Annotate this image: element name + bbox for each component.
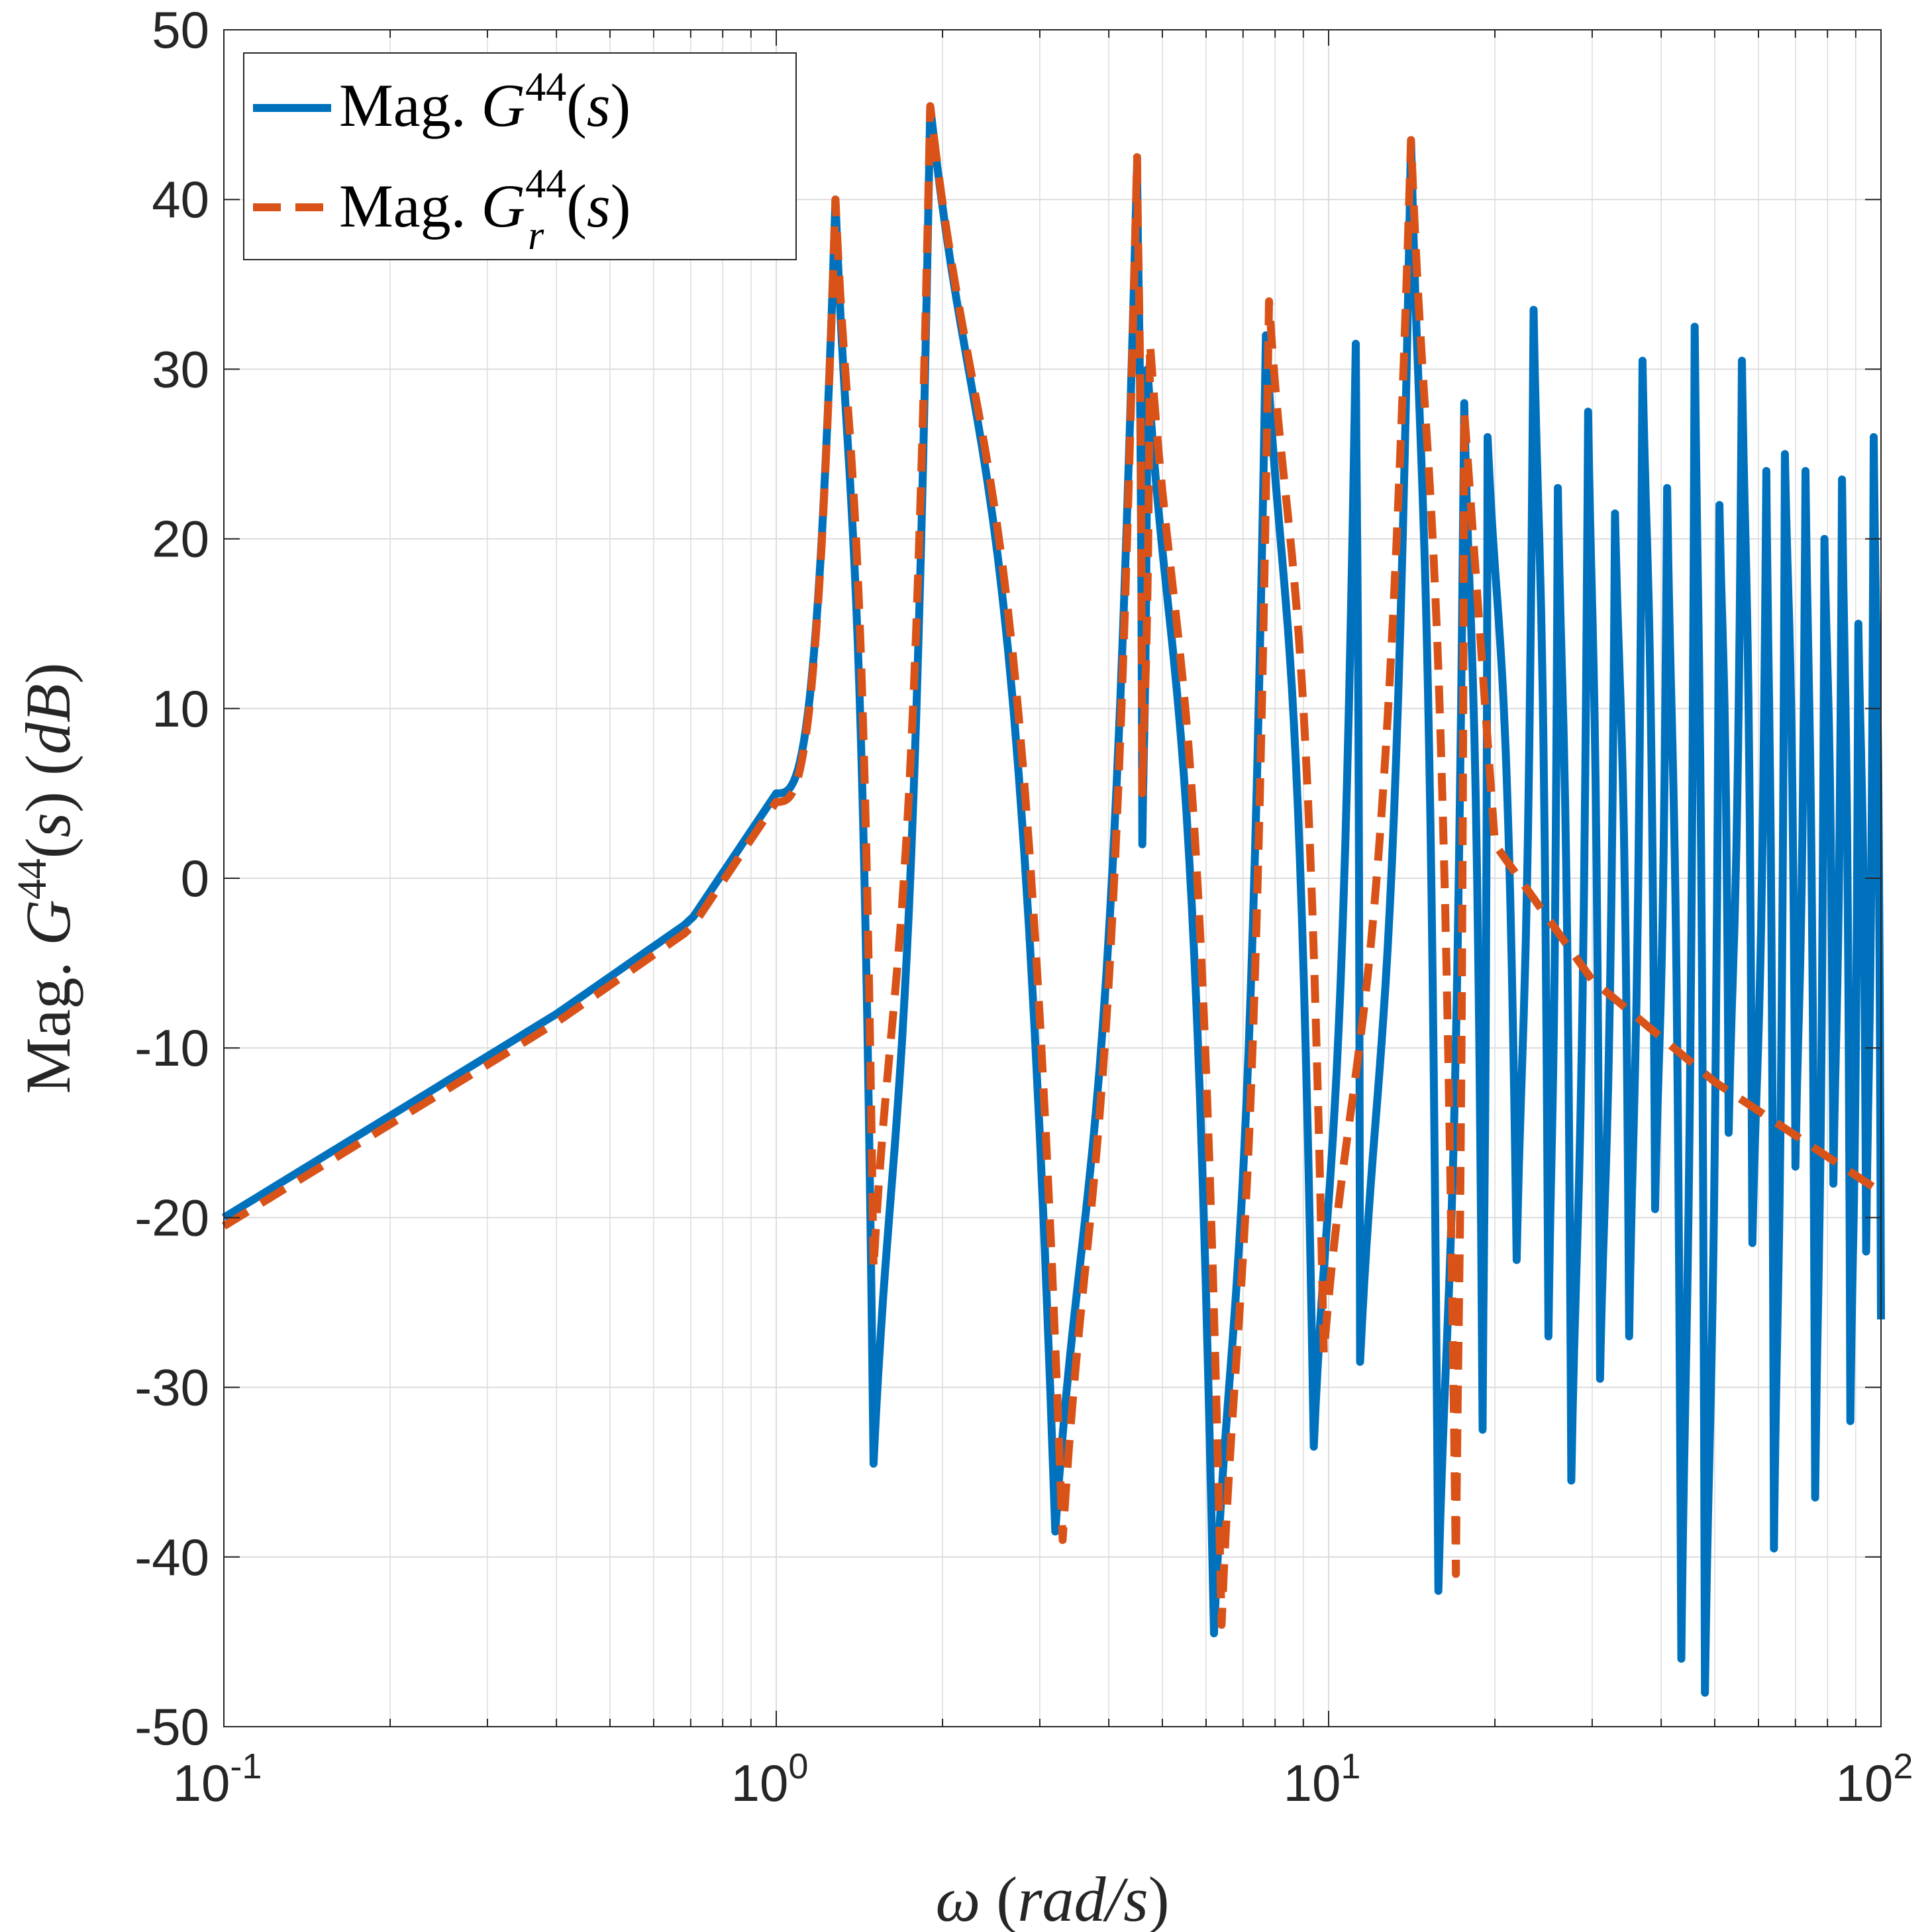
legend: Mag. G44(s) Mag. G44 r (s) [243, 52, 797, 260]
legend-label-series-2: Mag. G44 r (s) [339, 162, 631, 258]
y-axis-label: Mag. G44(s) (dB) [10, 662, 83, 1093]
x-axis-label: ω (rad/s) [935, 1864, 1169, 1932]
y-tick-labels: 50 40 30 20 10 0 -10 -20 -30 -40 -50 [134, 1, 209, 1756]
plot-area [221, 29, 1885, 1727]
series-layer [221, 102, 1885, 1697]
legend-label-series-1: Mag. G44(s) [339, 65, 631, 139]
x-tick-label: 10-1 [173, 1747, 262, 1812]
x-tick-label: 101 [1284, 1747, 1361, 1812]
y-tick-label: 50 [152, 1, 209, 59]
y-tick-label: 30 [152, 340, 209, 398]
y-tick-label: 0 [181, 849, 209, 907]
y-tick-label: 20 [152, 510, 209, 568]
legend-box [243, 52, 797, 260]
y-tick-label: -40 [134, 1528, 209, 1586]
series-line-2 [221, 102, 1884, 1629]
y-tick-label: -20 [134, 1188, 209, 1246]
y-tick-label: -50 [134, 1698, 209, 1756]
y-tick-label: -10 [134, 1019, 209, 1077]
x-tick-labels: 10-1 100 101 102 [173, 1747, 1913, 1812]
series-line-1 [221, 102, 1885, 1697]
x-tick-label: 102 [1836, 1747, 1913, 1812]
ticks [223, 29, 1881, 1727]
y-tick-label: -30 [134, 1358, 209, 1417]
y-tick-label: 40 [152, 170, 209, 229]
x-tick-label: 100 [731, 1747, 809, 1812]
y-tick-label: 10 [152, 680, 209, 738]
